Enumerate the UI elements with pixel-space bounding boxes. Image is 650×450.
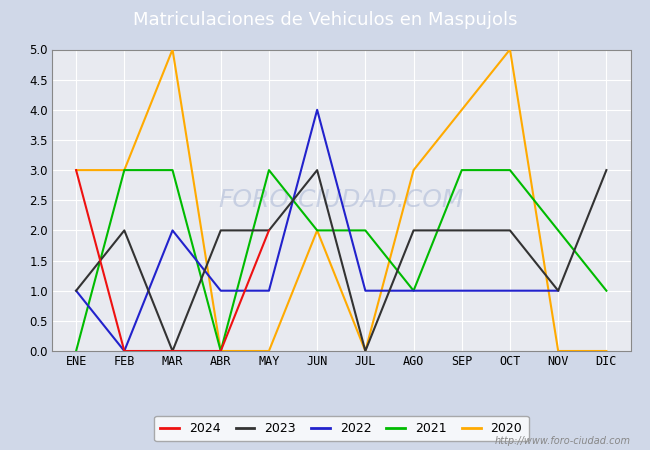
Text: Matriculaciones de Vehiculos en Maspujols: Matriculaciones de Vehiculos en Maspujol…: [133, 11, 517, 29]
Legend: 2024, 2023, 2022, 2021, 2020: 2024, 2023, 2022, 2021, 2020: [154, 416, 528, 441]
Text: FORO-CIUDAD.COM: FORO-CIUDAD.COM: [218, 188, 464, 212]
Text: http://www.foro-ciudad.com: http://www.foro-ciudad.com: [495, 436, 630, 446]
